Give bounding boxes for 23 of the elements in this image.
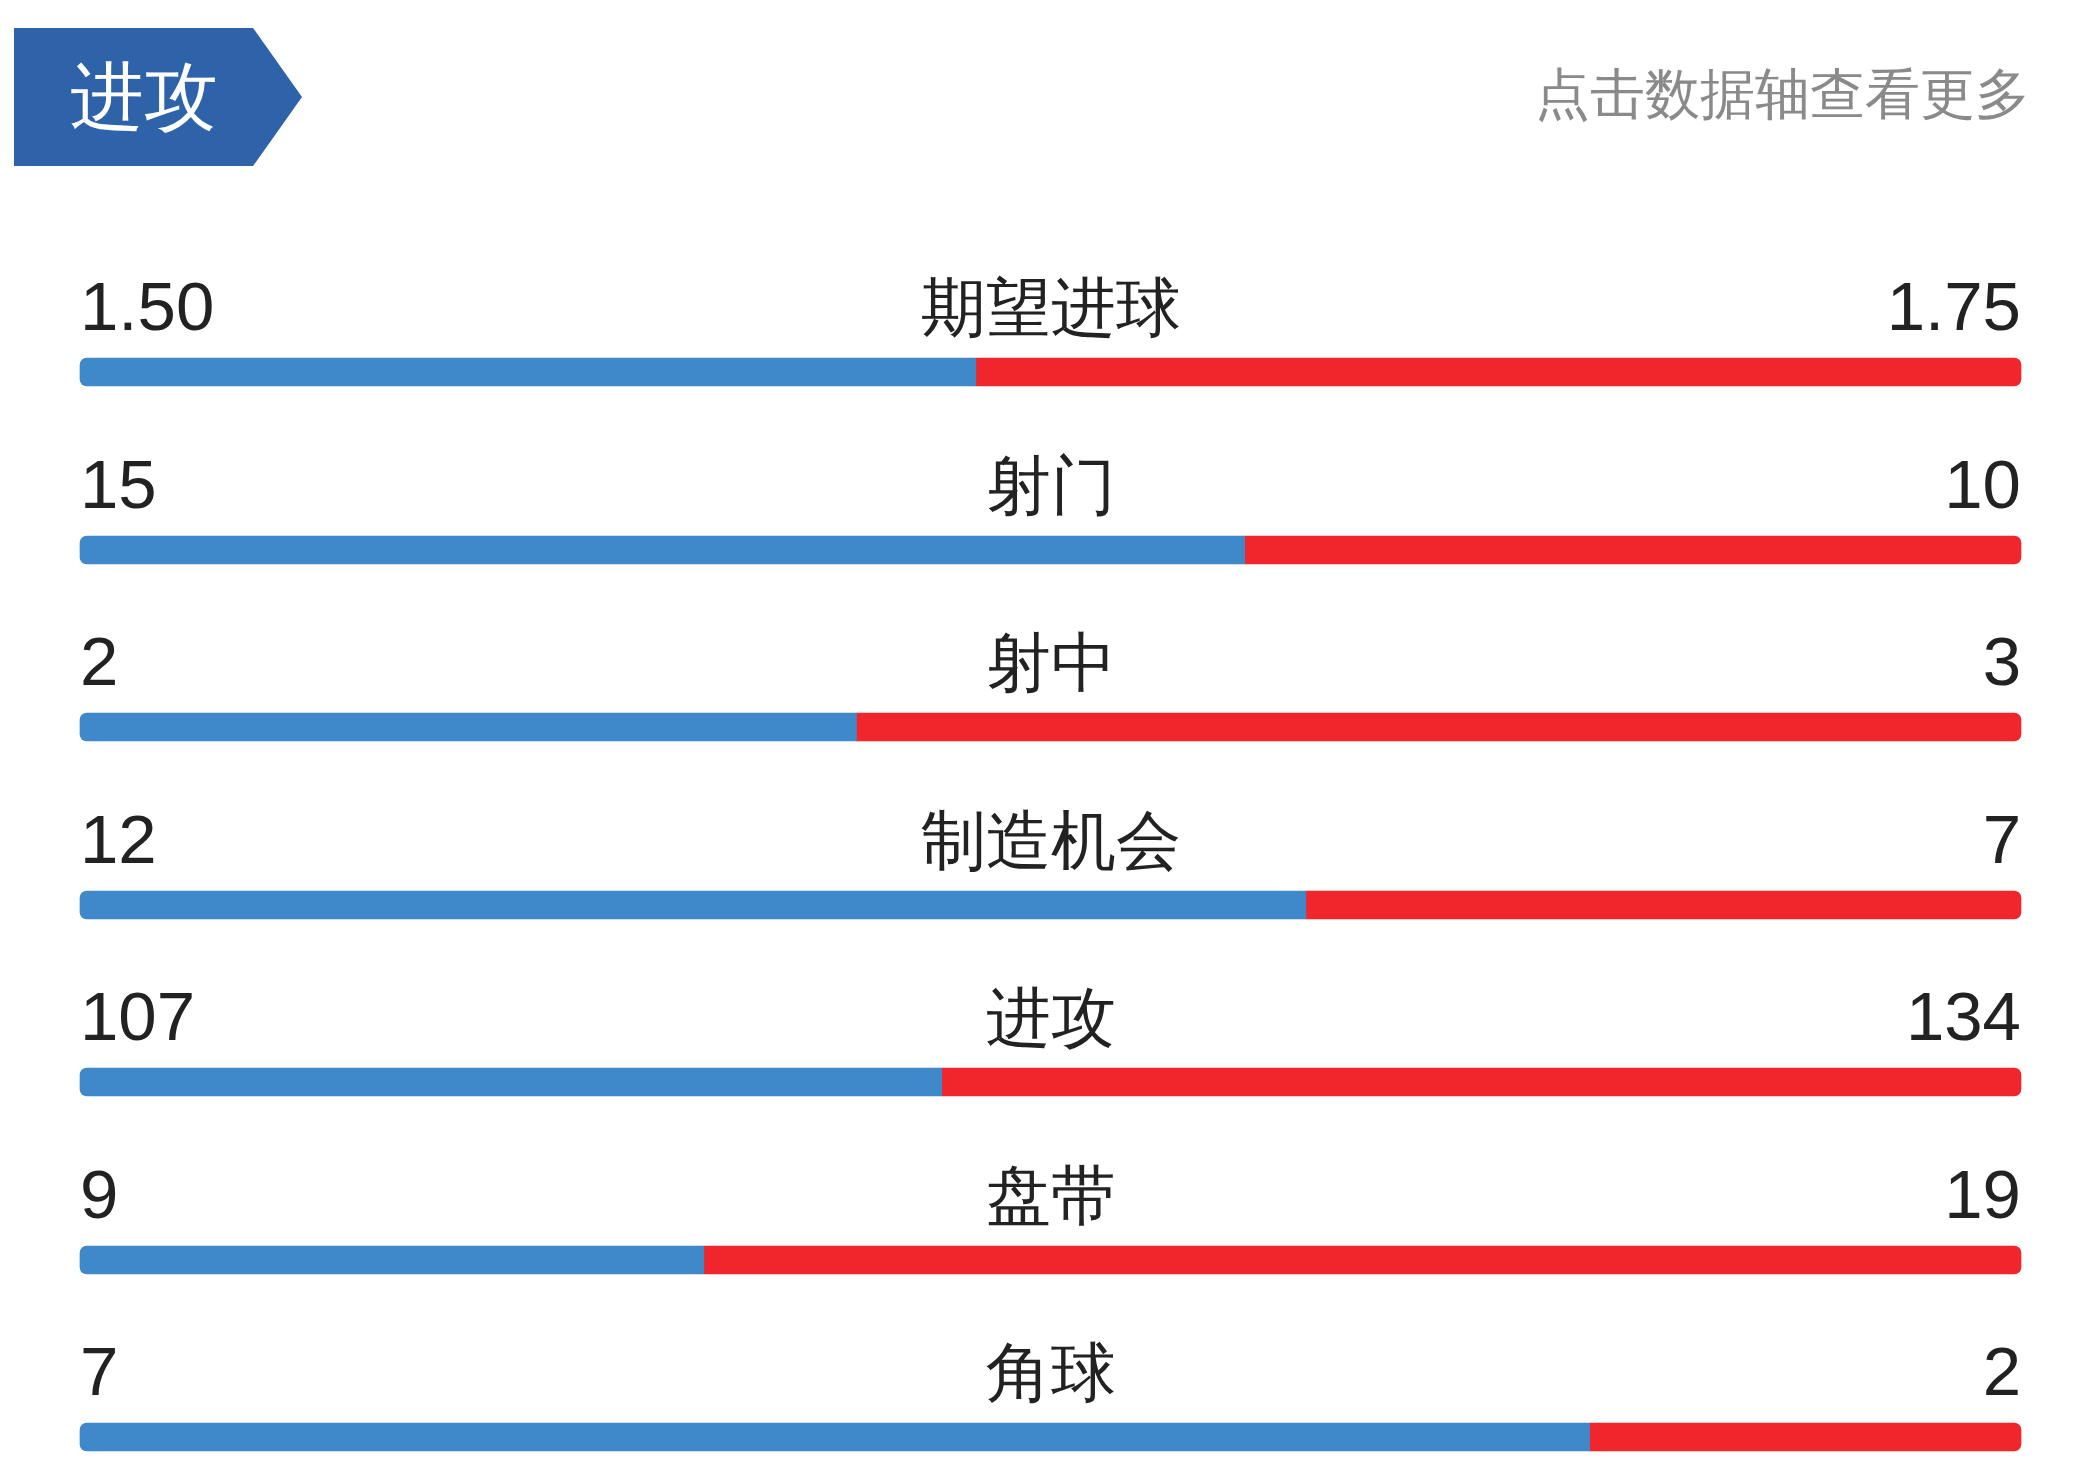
data-label: 1.75 [1886,268,2021,345]
data-label: 12 [80,800,157,878]
y-tick-label: 角球 [985,1335,1116,1410]
y-tick-label: 射中 [985,625,1116,700]
y-tick-label: 盘带 [985,1157,1116,1233]
chart-title: 进攻 [70,52,218,141]
data-label: 7 [1982,800,2021,878]
y-tick-label: 期望进球 [920,270,1181,345]
data-label: 2 [80,623,119,700]
data-label: 1.50 [80,268,215,345]
y-tick-label: 制造机会 [920,802,1181,878]
data-label: 7 [80,1333,119,1410]
data-label: 9 [80,1155,119,1233]
data-label: 15 [80,445,157,523]
data-label: 107 [80,978,196,1055]
data-label: 134 [1905,978,2021,1055]
data-label: 2 [1982,1333,2021,1410]
y-tick-label: 射门 [985,447,1116,523]
annotation: 点击数据轴查看更多 [1535,61,2030,128]
y-tick-label: 进攻 [985,980,1116,1055]
data-label: 3 [1982,623,2021,700]
data-label: 10 [1944,445,2021,523]
data-label: 19 [1944,1155,2021,1233]
